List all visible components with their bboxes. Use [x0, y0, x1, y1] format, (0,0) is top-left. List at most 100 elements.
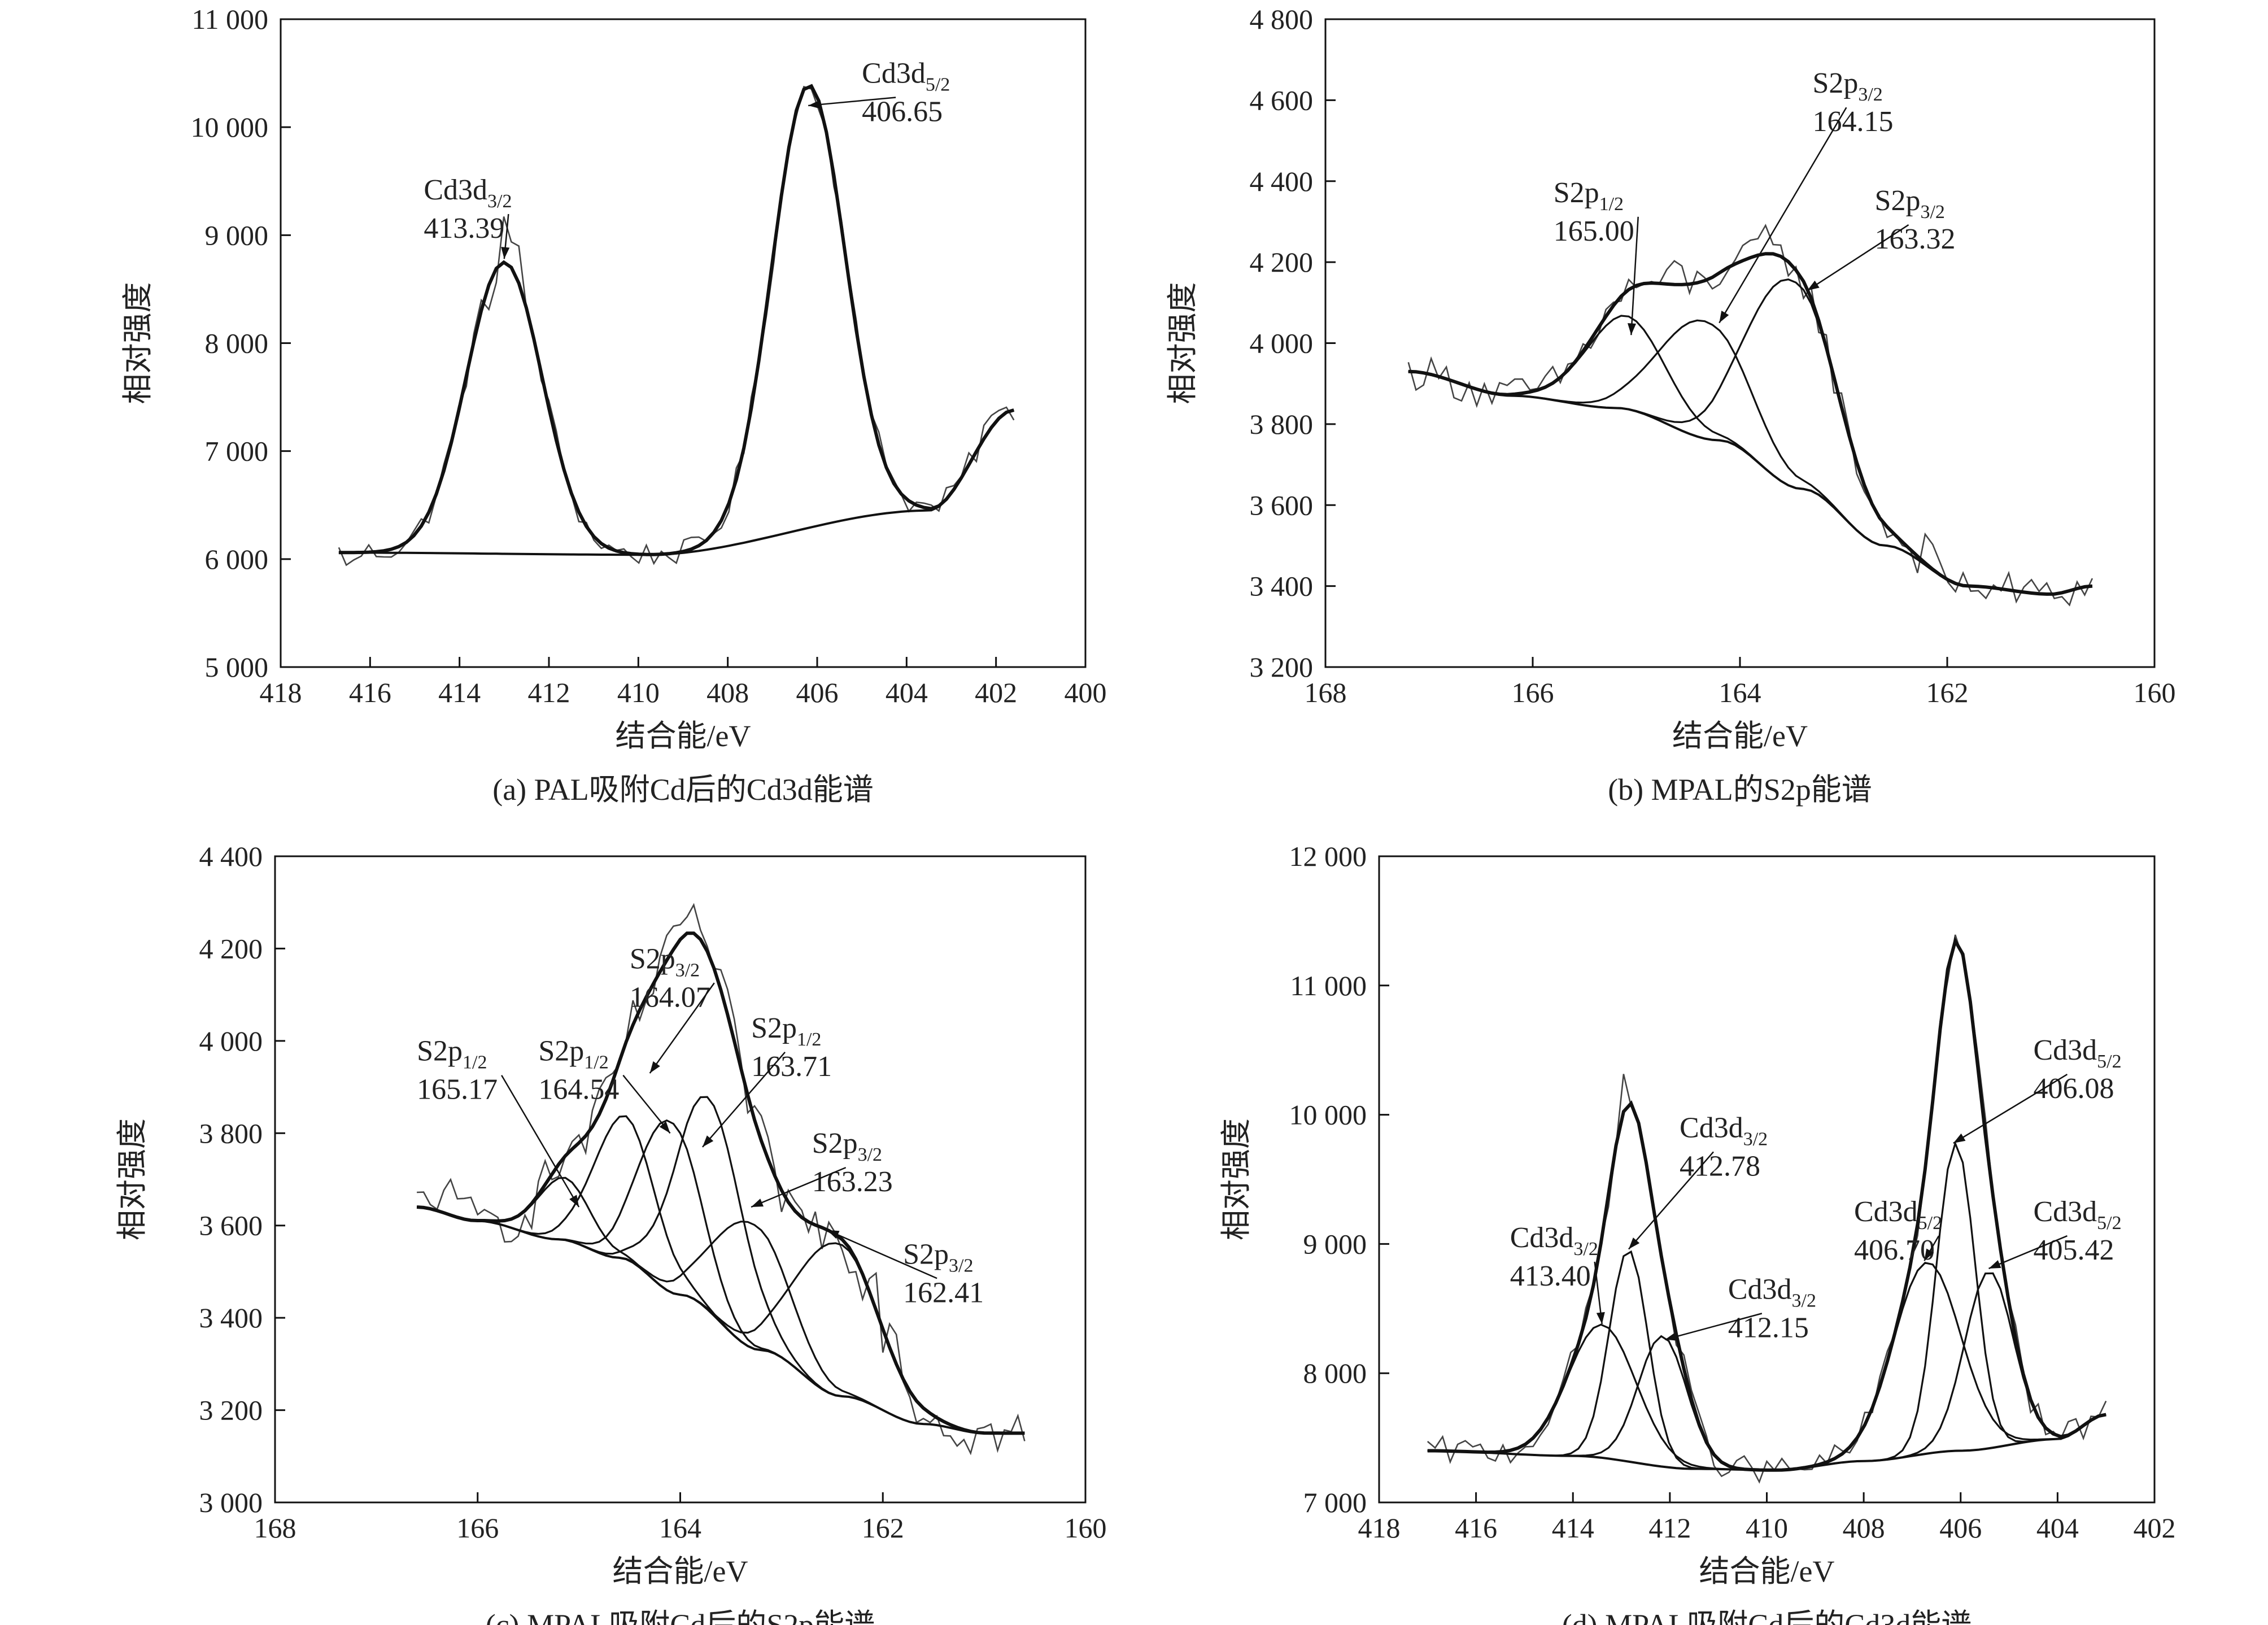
- x-tick-label: 414: [438, 677, 481, 708]
- y-axis-title: 相对强度: [121, 282, 155, 404]
- component-peak-2: [416, 1115, 1025, 1434]
- x-tick-label: 414: [1552, 1512, 1594, 1544]
- x-axis-title: 结合能/eV: [616, 719, 751, 753]
- x-axis-title: 结合能/eV: [1672, 719, 1808, 753]
- raw-spectrum: [1407, 224, 2093, 607]
- x-tick-label: 412: [1648, 1512, 1691, 1544]
- annotation-value: 413.39: [424, 212, 504, 245]
- annotation-main: S2p: [1812, 67, 1858, 99]
- fitted-envelope: [1427, 936, 2106, 1472]
- annotation-value: 163.23: [812, 1166, 893, 1198]
- x-tick-label: 164: [659, 1512, 701, 1544]
- annotation-main: Cd3d: [862, 58, 926, 90]
- annotation-label: S2p3/2: [1875, 185, 1945, 223]
- x-tick-label: 166: [1512, 677, 1554, 708]
- annotation-label: S2p3/2: [630, 943, 700, 981]
- annotation-leader: [1664, 1313, 1763, 1340]
- y-tick-label: 4 000: [1250, 328, 1314, 359]
- annotation-label: Cd3d5/2: [862, 58, 950, 95]
- x-tick-label: 162: [862, 1512, 904, 1544]
- y-tick-label: 4 400: [1250, 165, 1314, 197]
- annotation-label: Cd3d3/2: [1728, 1273, 1816, 1311]
- y-tick-label: 3 400: [199, 1302, 263, 1334]
- y-tick-label: 11 000: [191, 3, 268, 35]
- y-tick-label: 9 000: [205, 219, 269, 251]
- annotation-label: S2p3/2: [903, 1238, 973, 1276]
- y-axis-title: 相对强度: [115, 1118, 149, 1240]
- y-tick-label: 3 200: [1250, 651, 1314, 683]
- baseline: [416, 1206, 1025, 1435]
- x-tick-label: 168: [1305, 677, 1347, 708]
- annotation-main: Cd3d: [1728, 1273, 1792, 1305]
- annotation-main: S2p: [812, 1127, 858, 1160]
- y-tick-label: 4 400: [199, 840, 263, 872]
- y-tick-label: 12 000: [1289, 840, 1367, 872]
- annotation-sub: 3/2: [675, 960, 700, 981]
- x-tick-label: 402: [975, 677, 1017, 708]
- annotation-leader: [622, 1074, 671, 1134]
- annotation-leader: [649, 982, 715, 1074]
- y-tick-label: 11 000: [1290, 970, 1367, 1001]
- annotation-main: Cd3d: [1680, 1112, 1743, 1144]
- x-tick-label: 404: [886, 677, 928, 708]
- y-tick-label: 4 000: [199, 1025, 263, 1057]
- y-tick-label: 4 600: [1250, 84, 1314, 116]
- annotation-main: S2p: [1875, 185, 1921, 217]
- raw-spectrum: [417, 903, 1026, 1456]
- annotation-sub: 1/2: [463, 1052, 487, 1073]
- annotation-main: S2p: [751, 1012, 797, 1044]
- annotation-sub: 3/2: [1920, 202, 1944, 223]
- annotation-sub: 5/2: [2097, 1213, 2121, 1234]
- annotation-label: S2p1/2: [1554, 177, 1624, 215]
- annotation-label: S2p3/2: [1812, 67, 1882, 105]
- x-tick-label: 406: [796, 677, 839, 708]
- panel-b: 168 166 164 162 160 3 200 3 400 3 600 3 800 4 000…: [1166, 3, 2176, 807]
- annotation-label: S2p1/2: [417, 1035, 487, 1073]
- x-tick-label: 416: [1455, 1512, 1497, 1544]
- annotation-main: Cd3d: [1510, 1222, 1574, 1254]
- annotation-arrowhead: [1628, 1238, 1640, 1249]
- y-tick-label: 5 000: [205, 651, 269, 683]
- annotation-label: Cd3d5/2: [1854, 1196, 1942, 1234]
- raw-spectrum: [1427, 934, 2107, 1484]
- annotation-arrowhead: [1596, 1312, 1605, 1325]
- y-axis-title: 相对强度: [1166, 282, 1200, 404]
- x-tick-label: 402: [2134, 1512, 2176, 1544]
- annotation-leader: [702, 1052, 786, 1148]
- y-tick-label: 3 200: [199, 1395, 263, 1426]
- annotation-value: 163.32: [1875, 223, 1956, 255]
- y-tick-label: 9 000: [1303, 1228, 1367, 1260]
- annotation-leader: [1630, 216, 1639, 336]
- annotation-sub: 5/2: [2097, 1051, 2121, 1072]
- y-tick-label: 3 600: [1250, 489, 1314, 521]
- fitted-envelope: [1408, 252, 2093, 596]
- annotation-value: 163.71: [751, 1051, 832, 1083]
- annotation-arrowhead: [1988, 1260, 2001, 1269]
- y-tick-label: 8 000: [1303, 1357, 1367, 1389]
- annotation-arrowhead: [649, 1061, 660, 1074]
- y-tick-label: 6 000: [205, 543, 269, 575]
- x-tick-label: 412: [528, 677, 570, 708]
- annotation-arrowhead: [659, 1121, 670, 1134]
- annotation-value: 406.08: [2033, 1073, 2114, 1105]
- annotation-sub: 1/2: [797, 1029, 821, 1050]
- component-peak-3: [1408, 278, 2093, 595]
- annotation-main: S2p: [630, 943, 675, 975]
- annotation-arrowhead: [751, 1199, 764, 1208]
- annotation-label: Cd3d5/2: [2033, 1196, 2121, 1234]
- annotation-leader: [1953, 1074, 2068, 1144]
- x-tick-label: 416: [349, 677, 391, 708]
- annotation-value: 165.17: [417, 1074, 498, 1106]
- annotation-arrowhead: [1719, 311, 1729, 323]
- panel-a: 418 416 414 412 410 408 406 404 402 400 5 000 6 000…: [121, 3, 1107, 807]
- annotation-arrowhead: [1628, 323, 1637, 336]
- plot-frame: [1324, 18, 2156, 668]
- annotation-arrowhead: [1807, 280, 1820, 291]
- annotation-label: S2p1/2: [538, 1035, 608, 1073]
